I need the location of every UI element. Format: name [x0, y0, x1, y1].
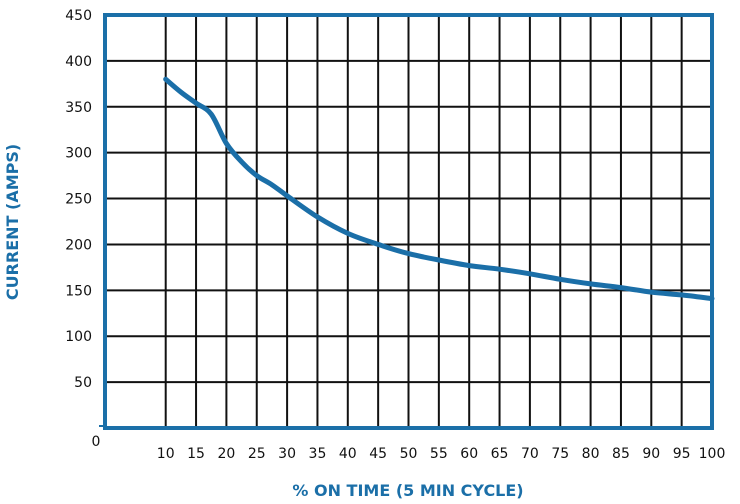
x-tick-label: 20 [217, 446, 235, 462]
x-tick-label: 85 [612, 446, 630, 462]
x-tick-label: 40 [339, 446, 357, 462]
x-tick-label: 25 [248, 446, 266, 462]
x-tick-label: 10 [157, 446, 175, 462]
y-tick-label: 450 [65, 8, 92, 24]
y-tick-label: 200 [65, 237, 92, 253]
x-tick-label: 15 [187, 446, 205, 462]
y-axis-label: CURRENT (AMPS) [3, 144, 22, 300]
x-tick-label: 75 [551, 446, 569, 462]
series-line [163, 76, 715, 302]
x-tick-label: 35 [309, 446, 327, 462]
x-tick-label: 70 [521, 446, 539, 462]
y-tick-label: 100 [65, 329, 92, 345]
tick-labels: 10 15 20 25 30 35 40 45 50 55 60 65 70 75 80 85 90 95 100 5… [65, 8, 725, 462]
x-tick-label: 90 [642, 446, 660, 462]
plot-frame [103, 13, 714, 430]
x-tick-label: 50 [400, 446, 418, 462]
grid-lines [99, 15, 712, 428]
series-layer [163, 76, 715, 302]
x-tick-label: 55 [430, 446, 448, 462]
origin-label: 0 [92, 434, 101, 450]
y-tick-label: 350 [65, 100, 92, 116]
x-tick-label: 80 [582, 446, 600, 462]
y-tick-label: 300 [65, 146, 92, 162]
y-tick-label: 400 [65, 54, 92, 70]
x-tick-label: 100 [699, 446, 726, 462]
x-tick-label: 95 [673, 446, 691, 462]
x-tick-label: 30 [278, 446, 296, 462]
x-axis-label: % ON TIME (5 MIN CYCLE) [292, 481, 523, 500]
x-tick-label: 45 [369, 446, 387, 462]
y-tick-label: 50 [74, 375, 92, 391]
x-tick-label: 65 [491, 446, 509, 462]
y-tick-label: 150 [65, 283, 92, 299]
x-tick-label: 60 [460, 446, 478, 462]
y-tick-label: 250 [65, 192, 92, 208]
